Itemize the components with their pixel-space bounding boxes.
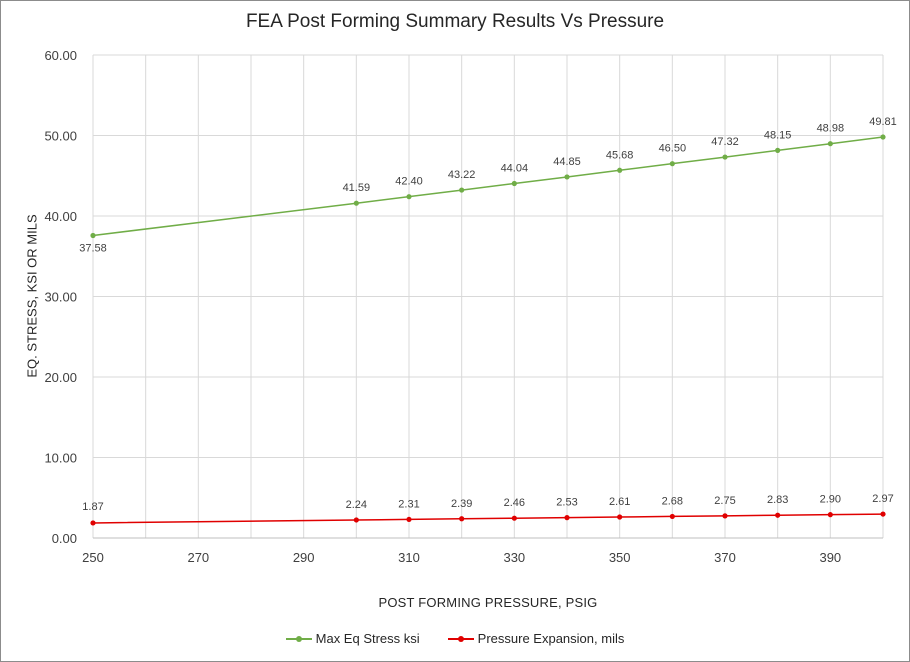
y-tick-label: 60.00 (44, 48, 77, 63)
x-tick-label: 250 (82, 550, 104, 565)
data-point (617, 514, 623, 520)
data-point (880, 134, 886, 140)
x-tick-label: 390 (819, 550, 841, 565)
y-tick-label: 0.00 (52, 531, 77, 546)
y-axis-title: EQ. STRESS, KSI OR MILS (24, 214, 40, 378)
data-label: 47.32 (711, 136, 739, 148)
data-label: 44.04 (501, 162, 529, 174)
series-line-1 (92, 513, 884, 524)
data-label: 45.68 (606, 149, 634, 161)
data-label: 49.81 (869, 116, 897, 128)
x-tick-label: 370 (714, 550, 736, 565)
y-tick-label: 30.00 (44, 290, 77, 305)
series-layer (90, 134, 886, 526)
data-point (775, 512, 781, 518)
chart-title: FEA Post Forming Summary Results Vs Pres… (245, 11, 665, 32)
legend-swatch-marker (295, 635, 302, 642)
grid-layer (92, 54, 884, 539)
x-tick-label: 290 (293, 550, 315, 565)
axis-layer: 0.00 10.00 20.00 30.00 40.00 50.00 60.00 250 270… (44, 48, 883, 565)
y-tick-label: 20.00 (44, 370, 77, 385)
data-label: 44.85 (553, 156, 581, 168)
data-label: 42.40 (395, 176, 423, 188)
data-point (406, 516, 412, 523)
data-point (722, 513, 728, 519)
data-label: 48.98 (817, 123, 845, 135)
y-tick-label: 50.00 (44, 129, 77, 144)
data-point (880, 511, 886, 517)
data-point (459, 516, 465, 522)
legend-swatch-marker (457, 635, 464, 642)
data-point (827, 141, 833, 147)
data-point (353, 517, 359, 523)
x-tick-label: 330 (503, 550, 525, 565)
data-label: 2.46 (504, 497, 525, 509)
data-point (722, 154, 728, 160)
data-point (406, 194, 412, 200)
x-tick-label: 310 (398, 550, 420, 565)
data-point (669, 161, 675, 167)
data-label: 2.83 (767, 494, 788, 506)
data-label: 37.58 (79, 242, 107, 254)
data-label: 2.31 (398, 498, 419, 510)
y-tick-label: 10.00 (44, 451, 77, 466)
legend-item: Max Eq Stress ksi (285, 631, 420, 646)
data-point (90, 232, 96, 239)
legend-swatch (285, 634, 312, 644)
data-label: 2.53 (556, 497, 577, 509)
data-label: 2.90 (820, 494, 841, 506)
legend-label: Max Eq Stress ksi (315, 631, 420, 646)
data-label: 2.68 (662, 495, 683, 507)
data-label: 46.50 (659, 143, 687, 155)
data-point (564, 174, 570, 180)
data-point (669, 513, 675, 520)
data-label: 2.39 (451, 498, 472, 510)
data-point (511, 515, 517, 521)
data-label: 48.15 (764, 129, 792, 141)
data-point (511, 180, 517, 187)
data-label: 43.22 (448, 169, 476, 181)
data-label-layer: 37.58 41.59 42.40 43.22 44.04 44.85 45.68 46.50… (79, 116, 897, 513)
data-label: 2.97 (872, 493, 893, 505)
data-point (90, 520, 96, 526)
data-label: 1.87 (82, 501, 103, 513)
series-line-0 (92, 136, 884, 237)
x-axis-title: POST FORMING PRESSURE, PSIG (378, 595, 598, 610)
data-point (353, 200, 359, 206)
data-label: 2.24 (346, 499, 367, 511)
legend-swatch (447, 634, 474, 644)
data-point (459, 187, 465, 193)
data-label: 2.75 (714, 495, 735, 507)
data-point (564, 515, 570, 521)
x-tick-label: 350 (609, 550, 631, 565)
y-tick-label: 40.00 (44, 209, 77, 224)
x-tick-label: 270 (187, 550, 209, 565)
data-point (617, 167, 623, 173)
legend: Max Eq Stress ksi Pressure Expansion, mil… (1, 631, 909, 646)
legend-label: Pressure Expansion, mils (477, 631, 625, 646)
data-label: 2.61 (609, 496, 630, 508)
data-point (827, 512, 833, 518)
data-point (775, 147, 781, 153)
data-label: 41.59 (343, 182, 371, 194)
legend-item: Pressure Expansion, mils (447, 631, 625, 646)
